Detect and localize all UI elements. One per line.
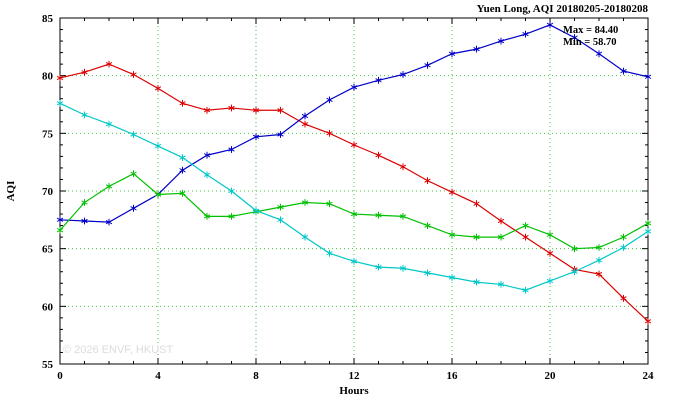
y-tick-label: 65 bbox=[42, 244, 54, 256]
x-tick-label: 16 bbox=[447, 370, 459, 382]
markers-cyan-line bbox=[56, 99, 652, 294]
x-tick-label: 12 bbox=[349, 370, 361, 382]
y-tick-label: 85 bbox=[42, 13, 54, 25]
min-annotation: Min = 58.70 bbox=[563, 37, 617, 48]
x-axis-label: Hours bbox=[339, 385, 369, 397]
series-layer bbox=[56, 21, 652, 325]
markers-blue-line bbox=[56, 21, 652, 226]
markers-red-line bbox=[56, 60, 652, 325]
y-tick-label: 60 bbox=[42, 301, 54, 313]
max-annotation: Max = 84.40 bbox=[563, 25, 618, 36]
x-tick-label: 20 bbox=[545, 370, 557, 382]
x-tick-label: 4 bbox=[155, 370, 161, 382]
grid-layer bbox=[60, 18, 648, 364]
y-tick-label: 75 bbox=[42, 128, 54, 140]
watermark: © 2026 ENVF, HKUST bbox=[63, 344, 173, 356]
y-axis-label: AQI bbox=[5, 181, 17, 202]
y-tick-label: 70 bbox=[42, 186, 54, 198]
chart-title: Yuen Long, AQI 20180205-20180208 bbox=[477, 3, 649, 15]
tick-label-layer: 0 4 8 12 16 20 24 55 60 65 70 75 80 85 bbox=[42, 13, 654, 382]
x-tick-label: 24 bbox=[643, 370, 655, 382]
y-tick-label: 55 bbox=[42, 359, 54, 371]
y-tick-label: 80 bbox=[42, 71, 54, 83]
x-tick-label: 0 bbox=[57, 370, 63, 382]
x-tick-label: 8 bbox=[253, 370, 259, 382]
axis-layer bbox=[59, 17, 649, 365]
